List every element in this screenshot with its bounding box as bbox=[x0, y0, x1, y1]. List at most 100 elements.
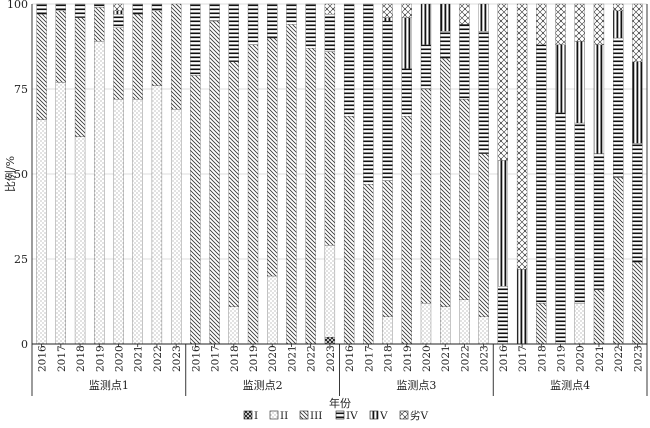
year-tick-label: 2017 bbox=[56, 345, 68, 372]
y-tick-label: 50 bbox=[14, 168, 28, 181]
bar-segment-IV bbox=[190, 3, 201, 76]
year-tick-label: 2017 bbox=[363, 345, 375, 372]
y-tick-label: 100 bbox=[7, 0, 28, 11]
year-tick-label: 2018 bbox=[383, 345, 395, 372]
bar-segment-III bbox=[113, 27, 124, 100]
bar-segment-II bbox=[228, 306, 239, 345]
bar-segment-V bbox=[497, 160, 509, 287]
bar-segment-III bbox=[536, 303, 547, 345]
bar-segment-IV bbox=[267, 3, 278, 39]
year-tick-label: 2020 bbox=[575, 345, 587, 372]
bar-segment-IV bbox=[151, 3, 163, 11]
year-tick-label: 2021 bbox=[133, 345, 145, 372]
year-tick-label: 2021 bbox=[594, 345, 606, 372]
bar-segment-III bbox=[613, 177, 624, 345]
bar-segment-III bbox=[593, 289, 605, 345]
year-tick-label: 2020 bbox=[113, 345, 125, 372]
legend: I II III IV V 劣V bbox=[243, 409, 428, 422]
bar-segment-IV bbox=[94, 3, 105, 8]
bar-segment-IV bbox=[36, 3, 47, 15]
year-tick-label: 2019 bbox=[402, 345, 414, 372]
bar-segment-III bbox=[478, 153, 489, 317]
bar-segment-V bbox=[440, 3, 451, 32]
legend-swatch-I bbox=[243, 410, 253, 420]
year-tick-label: 2023 bbox=[325, 345, 337, 372]
bar-segment-V bbox=[593, 44, 605, 154]
year-tick-label: 2023 bbox=[171, 345, 183, 372]
bar-segment-IV bbox=[305, 3, 316, 49]
bar-segment-劣V bbox=[113, 3, 124, 11]
bar-segment-II bbox=[459, 299, 470, 345]
bar-segment-IV bbox=[228, 3, 239, 62]
bar-segment-III bbox=[170, 3, 182, 110]
bar-segment-III bbox=[363, 184, 374, 345]
bar-segment-V bbox=[478, 3, 489, 32]
y-axis-title: 比例/% bbox=[3, 156, 17, 192]
bar-segment-IV bbox=[440, 31, 451, 59]
bar-segment-V bbox=[420, 3, 432, 45]
bar-segment-II bbox=[132, 99, 143, 345]
bar-segment-IV bbox=[324, 14, 336, 52]
legend-swatch-V bbox=[369, 410, 379, 420]
year-tick-label: 2022 bbox=[152, 345, 164, 372]
group-label: 监测点2 bbox=[243, 379, 283, 392]
bar-segment-III bbox=[459, 99, 470, 300]
bar-segment-III bbox=[305, 48, 316, 345]
y-tick-label: 25 bbox=[14, 253, 28, 266]
bar-segment-III bbox=[324, 51, 336, 246]
bar-segment-劣V bbox=[555, 3, 566, 45]
bars bbox=[36, 3, 643, 345]
bar-segment-IV bbox=[132, 3, 143, 15]
bar-segment-III bbox=[55, 10, 66, 83]
bar-segment-劣V bbox=[516, 3, 528, 270]
bar-segment-V bbox=[382, 17, 393, 22]
bar-segment-劣V bbox=[593, 3, 605, 45]
group-label: 监测点3 bbox=[396, 379, 436, 392]
bar-segment-III bbox=[132, 14, 143, 100]
bar-segment-IV bbox=[113, 14, 124, 28]
bar-segment-II bbox=[94, 41, 105, 345]
bar-segment-III bbox=[151, 10, 163, 86]
year-tick-label: 2023 bbox=[632, 345, 644, 372]
legend-label: II bbox=[280, 410, 288, 422]
bar-segment-V bbox=[401, 17, 412, 69]
bar-segment-IV bbox=[497, 286, 509, 345]
year-tick-label: 2017 bbox=[210, 345, 222, 372]
bar-segment-IV bbox=[401, 68, 412, 117]
bar-segment-III bbox=[420, 88, 432, 304]
year-tick-label: 2016 bbox=[190, 345, 202, 372]
bar-segment-III bbox=[382, 180, 393, 317]
bar-segment-IV bbox=[459, 24, 470, 100]
legend-swatch-IV bbox=[335, 410, 345, 420]
bar-segment-IV bbox=[613, 37, 624, 178]
legend-swatch-II bbox=[269, 410, 279, 420]
gridlines bbox=[32, 3, 647, 345]
bar-segment-III bbox=[401, 116, 412, 345]
year-tick-label: 2019 bbox=[248, 345, 260, 372]
year-tick-label: 2016 bbox=[498, 345, 510, 372]
legend-swatch-劣V bbox=[399, 410, 409, 420]
bar-segment-II bbox=[420, 303, 432, 345]
bar-segment-IV bbox=[382, 20, 393, 181]
bar-segment-III bbox=[228, 61, 239, 307]
legend-label: III bbox=[310, 410, 322, 422]
group-label: 监测点1 bbox=[89, 379, 129, 392]
bar-segment-V bbox=[632, 61, 643, 144]
bar-segment-II bbox=[151, 85, 163, 345]
bar-segment-II bbox=[74, 136, 86, 345]
bar-segment-V bbox=[516, 269, 528, 345]
year-tick-label: 2022 bbox=[306, 345, 318, 372]
bar-segment-劣V bbox=[459, 3, 470, 25]
legend-swatch-III bbox=[299, 410, 309, 420]
year-tick-label: 2022 bbox=[459, 345, 471, 372]
bar-segment-II bbox=[55, 82, 66, 345]
bar-segment-IV bbox=[286, 3, 297, 25]
bar-segment-II bbox=[324, 245, 336, 338]
year-tick-label: 2016 bbox=[37, 345, 49, 372]
bar-segment-V bbox=[555, 44, 566, 113]
bar-segment-III bbox=[74, 17, 86, 137]
group-label: 监测点4 bbox=[550, 379, 590, 392]
bar-segment-劣V bbox=[497, 3, 509, 161]
year-tick-label: 2018 bbox=[75, 345, 87, 372]
